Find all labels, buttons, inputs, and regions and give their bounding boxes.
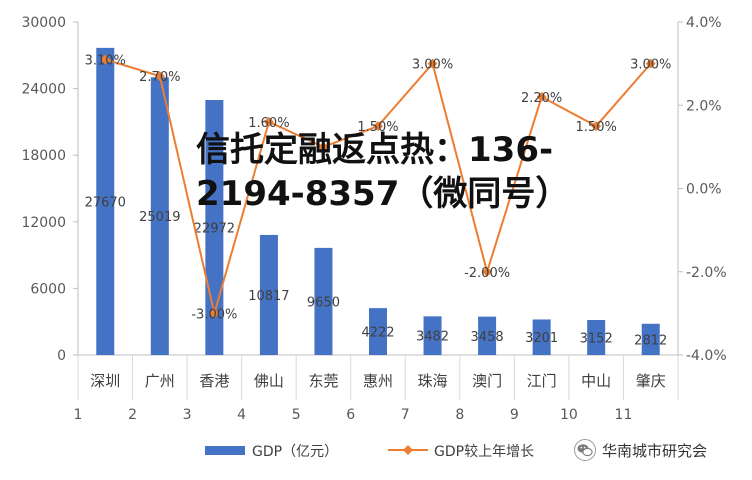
promo-overlay-text: 信托定融返点热：136-2194-8357（微同号） bbox=[196, 130, 570, 214]
bar-label-9: 3201 bbox=[525, 331, 558, 346]
bar-10 bbox=[587, 320, 606, 355]
bar-11 bbox=[641, 323, 660, 355]
bar-label-8: 3458 bbox=[471, 330, 504, 345]
bar-7 bbox=[423, 316, 442, 355]
growth-label-2: 2.70% bbox=[139, 70, 180, 85]
x-index-label: 8 bbox=[455, 407, 464, 423]
x-category-label: 广州 bbox=[145, 372, 175, 390]
x-index-label: 5 bbox=[292, 407, 301, 423]
x-category-label: 中山 bbox=[581, 372, 611, 390]
growth-point-7 bbox=[427, 58, 438, 69]
watermark: 华南城市研究会 bbox=[574, 437, 707, 463]
growth-label-8: -2.00% bbox=[464, 266, 510, 281]
bar-label-2: 25019 bbox=[139, 210, 180, 225]
growth-point-2 bbox=[154, 71, 165, 82]
x-category-label: 香港 bbox=[199, 372, 229, 390]
x-index-label: 6 bbox=[346, 407, 355, 423]
growth-point-11 bbox=[645, 58, 656, 69]
x-category-label: 深圳 bbox=[90, 372, 120, 390]
bar-1 bbox=[96, 47, 115, 355]
bar-label-5: 9650 bbox=[307, 295, 340, 310]
growth-label-6: 1.50% bbox=[357, 120, 398, 135]
y-right-tick-label: -2.0% bbox=[686, 265, 727, 281]
x-category-label: 佛山 bbox=[254, 372, 284, 390]
growth-point-10 bbox=[591, 121, 602, 132]
y-right-tick-label: -4.0% bbox=[686, 348, 727, 364]
watermark-label: 华南城市研究会 bbox=[602, 441, 708, 460]
y-right-tick-label: 2.0% bbox=[686, 98, 722, 114]
wechat-icon bbox=[574, 439, 596, 461]
x-index-label: 9 bbox=[510, 407, 519, 423]
y-left-tick-label: 6000 bbox=[30, 281, 66, 297]
x-category-label: 肇庆 bbox=[636, 372, 666, 390]
bar-label-7: 3482 bbox=[416, 330, 449, 345]
bar-label-3: 22972 bbox=[194, 222, 235, 237]
y-left-tick-label: 18000 bbox=[21, 148, 66, 164]
x-index-label: 1 bbox=[74, 407, 83, 423]
growth-point-1 bbox=[100, 54, 111, 65]
legend-bar-swatch bbox=[205, 446, 245, 455]
x-category-label: 东莞 bbox=[308, 372, 338, 390]
bar-8 bbox=[478, 316, 497, 355]
bar-9 bbox=[532, 319, 551, 355]
growth-label-3: -3.00% bbox=[191, 307, 237, 322]
bar-4 bbox=[259, 234, 278, 355]
y-right-tick-label: 0.0% bbox=[686, 182, 722, 198]
growth-point-4 bbox=[263, 116, 274, 127]
bar-label-1: 27670 bbox=[85, 195, 126, 210]
x-index-label: 11 bbox=[615, 407, 633, 423]
x-category-label: 惠州 bbox=[363, 372, 393, 390]
growth-label-4: 1.60% bbox=[248, 116, 289, 131]
bar-label-6: 4222 bbox=[361, 326, 394, 341]
growth-label-7: 3.00% bbox=[412, 58, 453, 73]
x-index-label: 10 bbox=[560, 407, 578, 423]
bar-label-4: 10817 bbox=[248, 289, 289, 304]
growth-point-6 bbox=[373, 121, 383, 132]
x-index-label: 3 bbox=[183, 407, 192, 423]
y-left-tick-label: 30000 bbox=[21, 15, 66, 31]
growth-label-9: 2.20% bbox=[521, 91, 562, 106]
growth-point-8 bbox=[482, 266, 493, 277]
legend-bar-label: GDP（亿元） bbox=[252, 444, 338, 460]
y-right-tick-label: 4.0% bbox=[686, 15, 722, 31]
y-left-tick-label: 0 bbox=[57, 348, 66, 364]
y-left-tick-label: 24000 bbox=[21, 82, 66, 98]
bar-label-10: 3152 bbox=[580, 332, 613, 347]
x-category-label: 澳门 bbox=[472, 372, 502, 390]
x-index-label: 4 bbox=[237, 407, 246, 423]
growth-label-10: 1.50% bbox=[576, 120, 617, 135]
bar-2 bbox=[150, 77, 169, 356]
growth-label-11: 3.00% bbox=[630, 58, 671, 73]
y-left-tick-label: 12000 bbox=[21, 215, 66, 231]
x-index-label: 2 bbox=[128, 407, 137, 423]
legend-line-marker bbox=[403, 445, 413, 455]
x-category-label: 江门 bbox=[527, 372, 557, 390]
x-category-label: 珠海 bbox=[418, 372, 448, 390]
growth-label-1: 3.10% bbox=[85, 53, 126, 68]
bar-6 bbox=[369, 308, 387, 355]
x-index-label: 7 bbox=[401, 407, 410, 423]
growth-point-5 bbox=[318, 141, 329, 152]
growth-point-9 bbox=[536, 91, 547, 102]
bar-label-11: 2812 bbox=[634, 333, 667, 348]
growth-point-3 bbox=[209, 308, 220, 319]
bar-5 bbox=[314, 247, 333, 355]
legend-line-label: GDP较上年增长 bbox=[434, 444, 534, 460]
